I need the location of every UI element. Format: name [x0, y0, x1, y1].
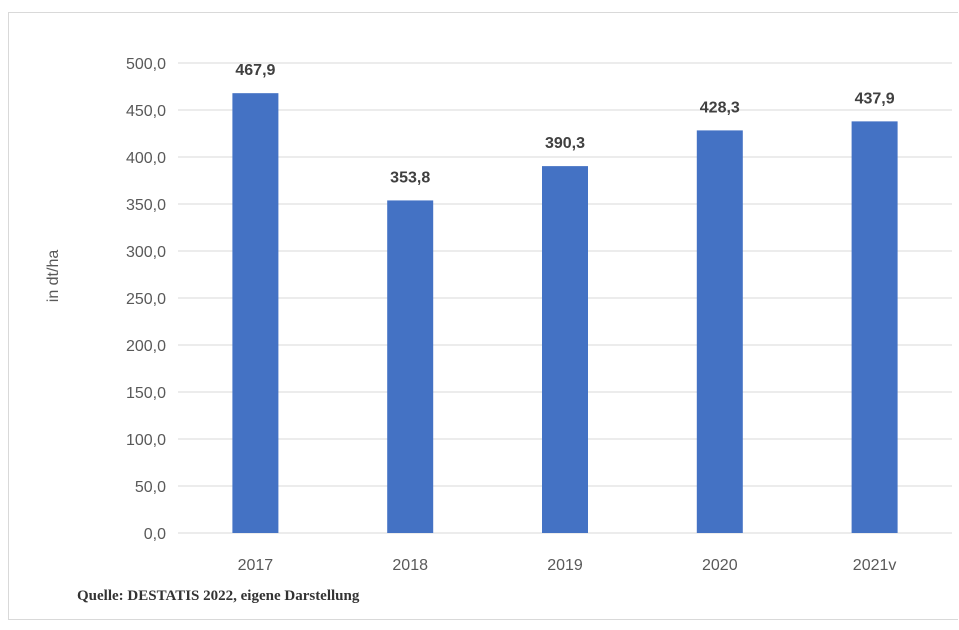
x-tick-label: 2019: [547, 557, 583, 574]
bar-2021v: [851, 121, 898, 534]
y-axis-ticks: 0,0 50,0 100,0 150,0 200,0 250,0 300,0 350,0 400…: [126, 56, 166, 543]
source-note: Quelle: DESTATIS 2022, eigene Darstellun…: [77, 588, 360, 604]
data-label-2017: 467,9: [235, 62, 275, 79]
bar-2020: [696, 130, 743, 533]
y-tick-label: 250,0: [126, 291, 166, 308]
x-tick-label: 2021v: [853, 557, 897, 574]
y-tick-label: 350,0: [126, 197, 166, 214]
y-tick-label: 500,0: [126, 56, 166, 73]
y-tick-label: 150,0: [126, 385, 166, 402]
bar-2018: [387, 200, 434, 534]
bar-2017: [232, 93, 279, 533]
y-tick-label: 100,0: [126, 432, 166, 449]
data-label-2020: 428,3: [700, 99, 740, 116]
y-tick-label: 450,0: [126, 103, 166, 120]
y-tick-label: 0,0: [144, 526, 166, 543]
x-tick-label: 2018: [392, 557, 428, 574]
data-label-2018: 353,8: [390, 169, 430, 186]
y-tick-label: 400,0: [126, 150, 166, 167]
bar-2019: [542, 166, 588, 534]
x-tick-label: 2020: [702, 557, 738, 574]
x-axis-ticks: 2017 2018 2019 2020 2021v: [238, 557, 897, 574]
chart-frame: [8, 12, 958, 620]
x-tick-label: 2017: [238, 557, 274, 574]
data-label-2021v: 437,9: [855, 90, 895, 107]
data-label-2019: 390,3: [545, 135, 585, 152]
y-tick-label: 300,0: [126, 244, 166, 261]
y-tick-label: 200,0: [126, 338, 166, 355]
y-tick-label: 50,0: [135, 479, 166, 496]
y-axis-label: in dt/ha: [45, 250, 62, 303]
bars: 467,9 353,8 390,3 428,3 437,9: [232, 62, 898, 534]
